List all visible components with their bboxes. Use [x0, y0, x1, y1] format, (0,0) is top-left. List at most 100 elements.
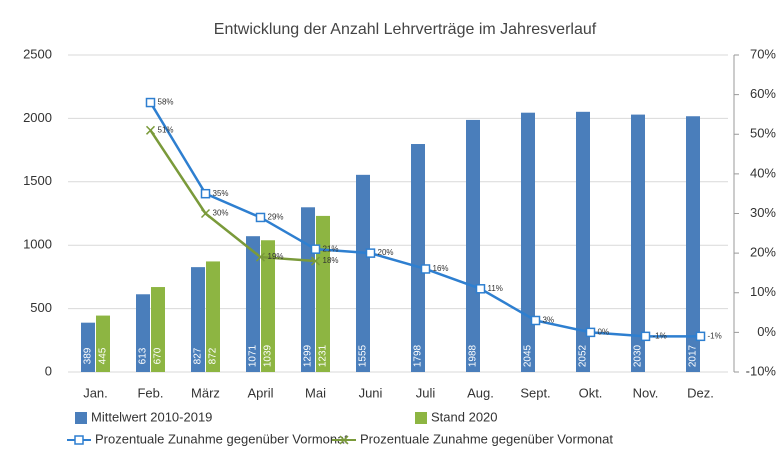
legend-marker: [339, 435, 349, 445]
bar: [206, 261, 220, 372]
line-value-label: 58%: [158, 98, 174, 107]
bar: [81, 322, 95, 372]
line-marker: [585, 327, 596, 338]
bar: [631, 114, 645, 372]
bar-value-label: 670: [153, 347, 164, 364]
legend-marker: [74, 435, 84, 445]
y-tick-label: 1500: [23, 173, 52, 188]
bar-value-label: 389: [83, 347, 94, 364]
y2-tick-label: 0%: [757, 324, 776, 339]
line-marker: [200, 208, 211, 219]
bar: [411, 144, 425, 372]
bar-value-label: 613: [138, 347, 149, 364]
x-tick-label: Mai: [305, 385, 326, 400]
bar: [96, 315, 110, 372]
bar: [356, 174, 370, 372]
line-value-label: 20%: [378, 248, 394, 257]
x-tick-label: Nov.: [633, 385, 659, 400]
bar: [521, 112, 535, 372]
x-tick-label: Okt.: [579, 385, 603, 400]
line-marker: [365, 248, 376, 258]
y2-tick-label: 70%: [750, 46, 776, 61]
y2-tick-label: 60%: [750, 86, 776, 101]
bar: [466, 119, 480, 372]
bar: [261, 240, 275, 372]
bar: [316, 215, 330, 372]
line-value-label: 16%: [433, 264, 449, 273]
bar-value-label: 1039: [263, 344, 274, 367]
chart-title: Entwicklung der Anzahl Lehrverträge im J…: [214, 21, 597, 38]
y2-tick-label: 10%: [750, 284, 776, 299]
line-marker: [255, 252, 266, 262]
bar-value-label: 2017: [688, 344, 699, 367]
bar-value-label: 1071: [248, 344, 259, 367]
line-marker: [145, 125, 156, 135]
x-tick-label: Sept.: [520, 385, 550, 400]
bar-value-label: 2052: [578, 344, 589, 367]
line-marker: [695, 331, 706, 342]
x-tick-label: Jan.: [83, 385, 108, 400]
legend-swatch: [415, 412, 427, 424]
line-marker: [420, 264, 431, 274]
bar-value-label: 872: [208, 347, 219, 364]
line-value-label: 11%: [488, 284, 503, 293]
line-value-label: 21%: [323, 244, 339, 253]
bar: [191, 267, 205, 372]
line-marker: [145, 97, 156, 108]
line-value-label: 19%: [268, 252, 284, 261]
line-marker: [310, 244, 321, 254]
line-marker: [310, 256, 321, 266]
bar: [151, 287, 165, 372]
bar-value-label: 1299: [303, 344, 314, 367]
legend-swatch: [75, 412, 87, 424]
x-tick-label: Aug.: [467, 385, 494, 400]
line-value-label: 35%: [213, 189, 229, 198]
x-tick-label: März: [191, 385, 220, 400]
legend-label: Prozentuale Zunahme gegenüber Vormonat: [360, 431, 613, 446]
legend-label: Stand 2020: [431, 409, 498, 424]
bar-value-label: 445: [98, 347, 109, 364]
bar-value-label: 1231: [318, 344, 329, 367]
y-tick-label: 0: [45, 363, 52, 378]
line-marker: [200, 188, 211, 199]
bar-value-label: 2045: [523, 344, 534, 367]
line-marker: [475, 284, 486, 294]
legend-label: Prozentuale Zunahme gegenüber Vormonat: [95, 431, 348, 446]
bar: [136, 294, 150, 372]
line-value-label: 0%: [598, 327, 610, 336]
bar-value-label: 1988: [468, 344, 479, 367]
y2-tick-label: 40%: [750, 165, 776, 180]
y-tick-label: 2500: [23, 46, 52, 61]
bar-value-label: 2030: [633, 344, 644, 367]
bar-value-label: 1798: [413, 344, 424, 367]
y-tick-label: 1000: [23, 237, 52, 252]
bar: [576, 111, 590, 372]
line-marker: [530, 315, 541, 326]
y-tick-label: 2000: [23, 110, 52, 125]
y2-tick-label: 50%: [750, 126, 776, 141]
x-tick-label: Feb.: [137, 385, 163, 400]
x-tick-label: Dez.: [687, 385, 714, 400]
line-value-label: 29%: [268, 213, 284, 222]
bar-value-label: 1555: [358, 344, 369, 367]
line-value-label: -1%: [708, 331, 722, 340]
line: [149, 129, 316, 263]
y2-tick-label: 20%: [750, 245, 776, 260]
y2-tick-label: 30%: [750, 205, 776, 220]
bar-value-label: 827: [193, 347, 204, 364]
x-tick-label: Juni: [359, 385, 383, 400]
y-tick-label: 500: [30, 300, 52, 315]
line-value-label: -1%: [653, 331, 667, 340]
x-tick-label: Juli: [416, 385, 436, 400]
bar: [246, 236, 260, 372]
x-tick-label: April: [247, 385, 273, 400]
legend-label: Mittelwert 2010-2019: [91, 409, 212, 424]
bar: [686, 116, 700, 372]
line-value-label: 51%: [158, 125, 174, 134]
line-marker: [255, 212, 266, 223]
line-value-label: 18%: [323, 256, 339, 265]
line-marker: [640, 331, 651, 342]
line-value-label: 3%: [543, 316, 555, 325]
